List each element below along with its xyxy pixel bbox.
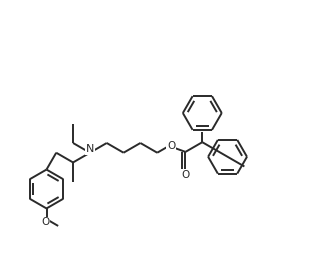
Text: O: O	[167, 141, 175, 151]
Text: O: O	[41, 217, 49, 227]
Text: N: N	[86, 144, 94, 154]
Text: O: O	[181, 170, 190, 180]
